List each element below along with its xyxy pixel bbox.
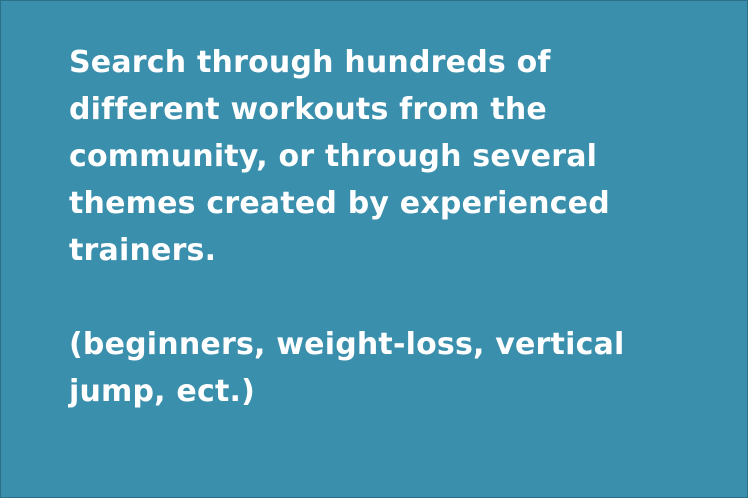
description-line: trainers. bbox=[69, 233, 217, 268]
examples-line: jump, ect.) bbox=[69, 374, 255, 409]
examples-paragraph: (beginners, weight-loss, vertical jump, … bbox=[69, 321, 669, 415]
description-line: community, or through several bbox=[69, 139, 598, 174]
description-paragraph: Search through hundreds of different wor… bbox=[69, 39, 669, 274]
slide-text: Search through hundreds of different wor… bbox=[69, 39, 669, 415]
description-line: themes created by experienced bbox=[69, 186, 610, 221]
description-line: Search through hundreds of bbox=[69, 45, 551, 80]
examples-line: (beginners, weight-loss, vertical bbox=[69, 327, 625, 362]
description-line: different workouts from the bbox=[69, 92, 547, 127]
